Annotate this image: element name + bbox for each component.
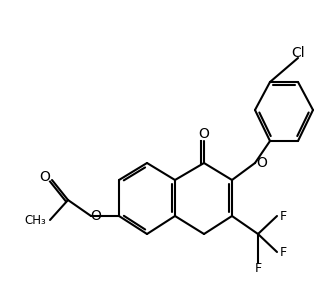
Text: CH₃: CH₃ [24, 215, 46, 227]
Text: O: O [40, 170, 51, 184]
Text: O: O [257, 156, 268, 170]
Text: F: F [279, 246, 287, 258]
Text: O: O [199, 127, 209, 141]
Text: O: O [90, 209, 101, 223]
Text: F: F [254, 263, 261, 275]
Text: F: F [279, 209, 287, 223]
Text: Cl: Cl [291, 46, 305, 60]
